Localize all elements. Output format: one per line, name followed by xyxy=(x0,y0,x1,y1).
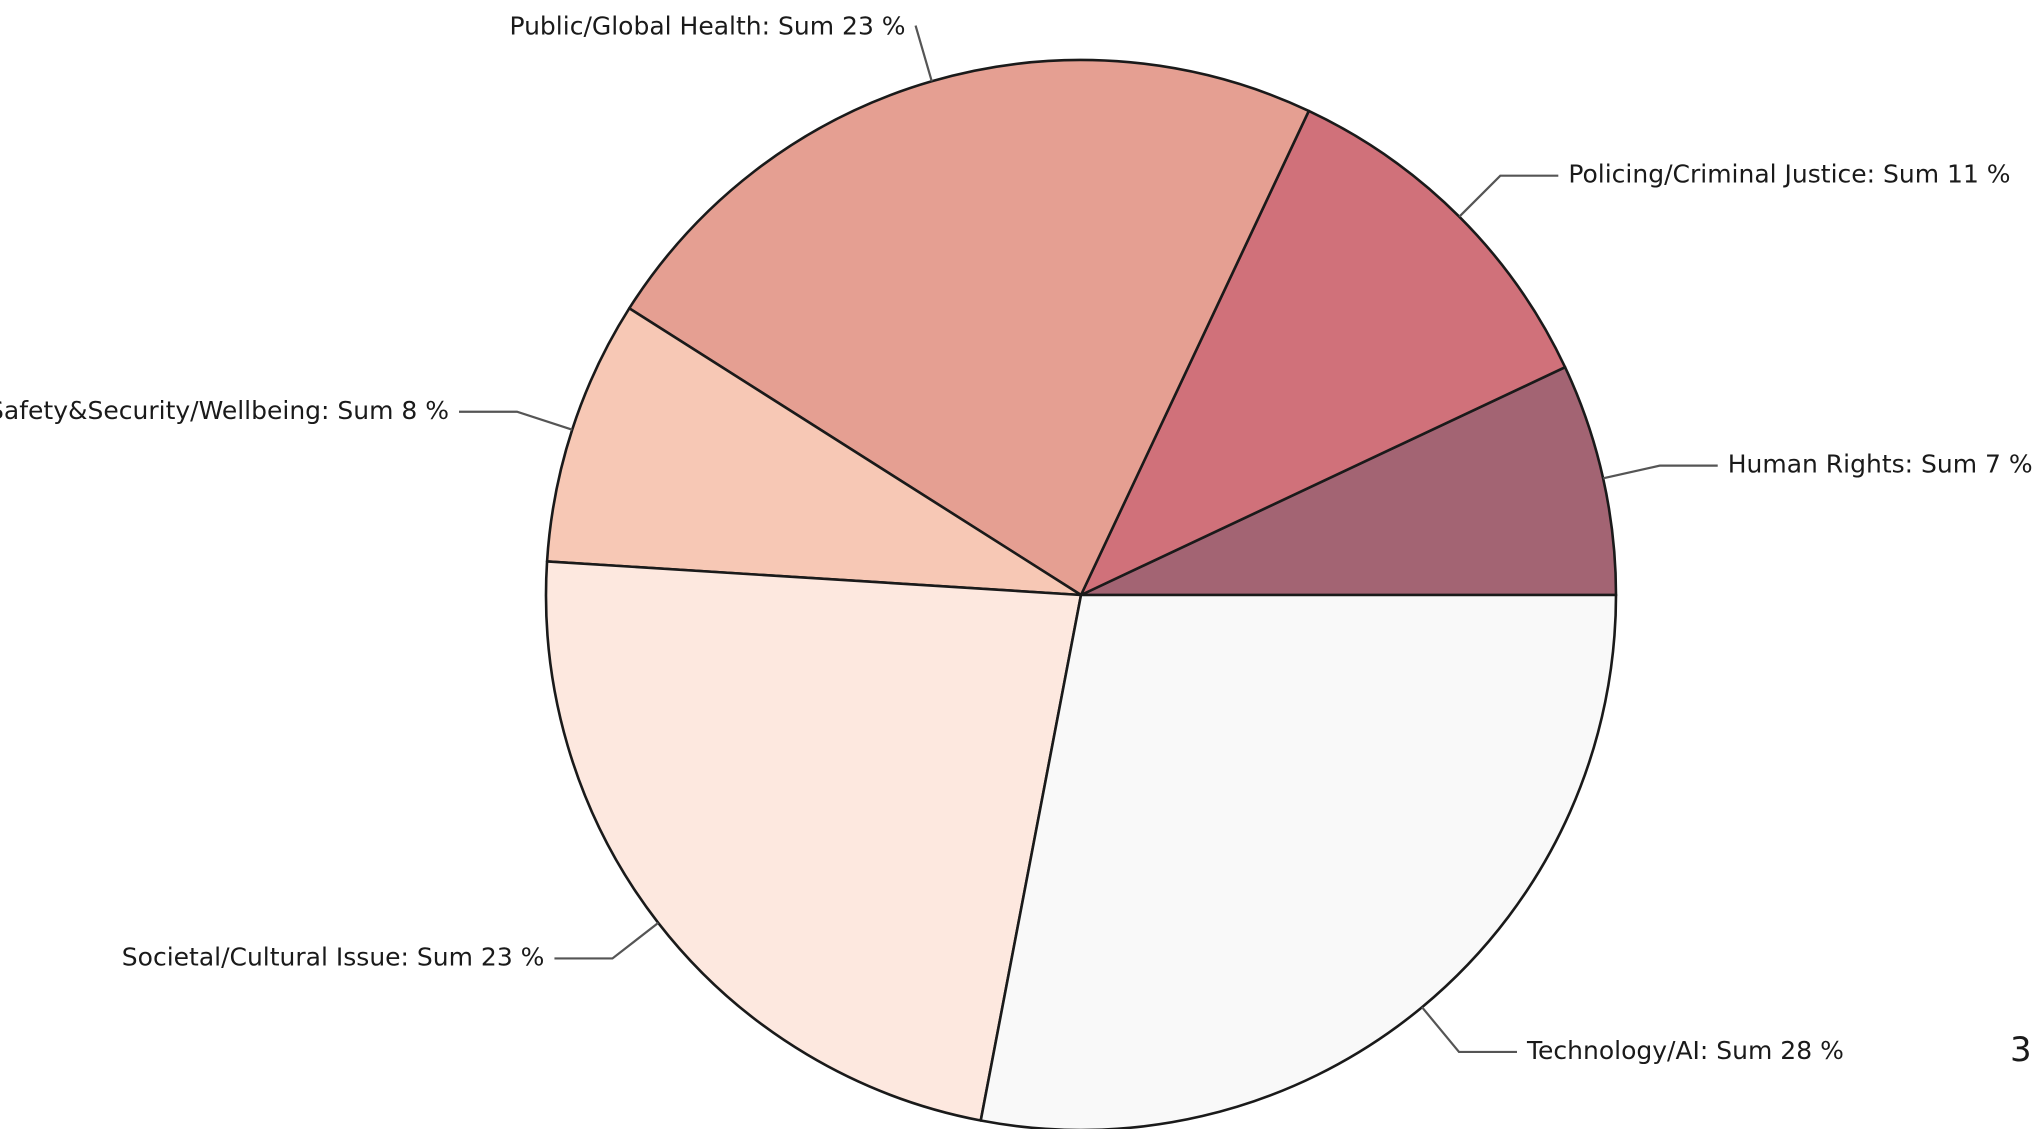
leader-line-safety-security-wellbeing xyxy=(459,410,573,431)
pie-slice-technology-ai xyxy=(979,593,1618,1129)
page-number: 3 xyxy=(2010,1030,2032,1070)
pie-slice-societal-cultural-issue xyxy=(544,560,1083,1122)
pie-slice-policing-criminal-justice xyxy=(1079,109,1567,597)
leader-line-human-rights xyxy=(1602,464,1718,480)
leader-line-policing-criminal-justice xyxy=(1458,174,1559,218)
pie-label-public-global-health: Public/Global Health: Sum 23 % xyxy=(509,12,905,41)
pie-label-societal-cultural-issue: Societal/Cultural Issue: Sum 23 % xyxy=(122,942,545,971)
pie-label-technology-ai: Technology/AI: Sum 28 % xyxy=(1526,1036,1844,1065)
pie-leader-lines xyxy=(459,25,1718,1054)
leader-line-societal-cultural-issue xyxy=(554,922,659,960)
pie-label-human-rights: Human Rights: Sum 7 % xyxy=(1728,450,2032,479)
pie-labels: Human Rights: Sum 7 % Policing/Criminal J… xyxy=(0,12,2032,1065)
pie-slice-human-rights xyxy=(1079,365,1618,597)
leader-line-technology-ai xyxy=(1421,1006,1517,1054)
pie-label-policing-criminal-justice: Policing/Criminal Justice: Sum 11 % xyxy=(1568,160,2010,189)
leader-line-public-global-health xyxy=(914,25,933,82)
pie-slices xyxy=(544,58,1618,1129)
pie-slice-public-global-health xyxy=(627,58,1311,597)
pie-label-safety-security-wellbeing: Safety&Security/Wellbeing: Sum 8 % xyxy=(0,396,449,425)
pie-slice-safety-security-wellbeing xyxy=(545,307,1083,597)
